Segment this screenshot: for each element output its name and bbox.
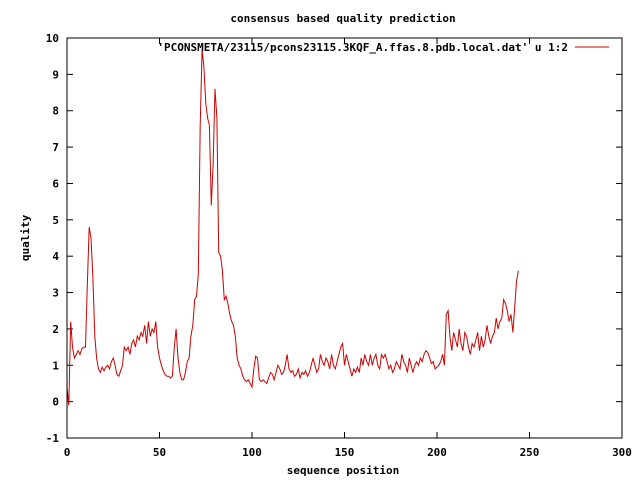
y-axis-label: quality [19, 214, 32, 261]
legend: 'PCONSMETA/23115/pcons23115.3KQF_A.ffas.… [157, 41, 609, 54]
series-layer [66, 48, 519, 406]
y-tick-label: 2 [52, 323, 59, 336]
x-tick-label: 100 [242, 446, 262, 459]
x-axis-label: sequence position [287, 464, 400, 477]
y-tick-label: 3 [52, 287, 59, 300]
plot-frame [66, 37, 623, 439]
y-tick-label: -1 [46, 432, 60, 445]
x-tick-label: 150 [335, 446, 355, 459]
legend-label: 'PCONSMETA/23115/pcons23115.3KQF_A.ffas.… [157, 41, 568, 54]
y-tick-label: 7 [52, 141, 59, 154]
axis-ticks: 0 50 100 150 200 250 300 -1 0 1 2 3 4 5 6 7 8 9 10 [46, 32, 632, 459]
y-tick-label: 10 [46, 32, 59, 45]
y-tick-label: 1 [52, 359, 59, 372]
series-line-0 [66, 48, 519, 406]
y-tick-label: 8 [52, 105, 59, 118]
chart-title: consensus based quality prediction [230, 12, 455, 25]
y-tick-label: 4 [52, 250, 59, 263]
y-tick-label: 0 [52, 396, 59, 409]
x-tick-label: 200 [427, 446, 447, 459]
x-tick-label: 250 [520, 446, 540, 459]
x-tick-label: 0 [64, 446, 71, 459]
x-tick-label: 50 [153, 446, 166, 459]
y-tick-label: 9 [52, 68, 59, 81]
x-tick-label: 300 [612, 446, 632, 459]
y-tick-label: 6 [52, 177, 59, 190]
y-tick-label: 5 [52, 214, 59, 227]
